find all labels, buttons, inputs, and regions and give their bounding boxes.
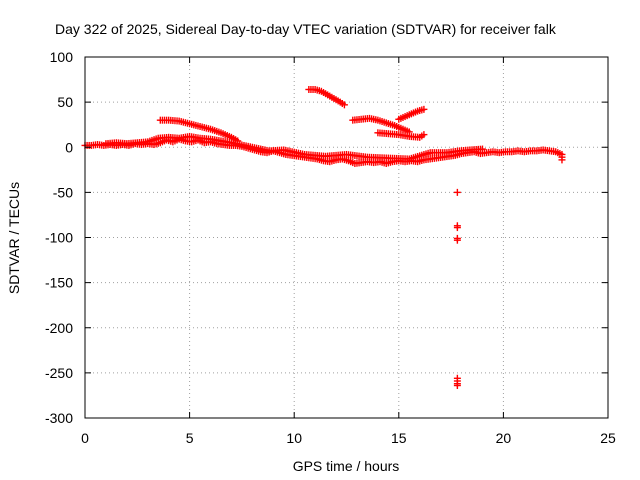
data-series bbox=[81, 85, 566, 390]
data-point bbox=[558, 156, 566, 164]
data-point bbox=[453, 382, 461, 390]
y-tick-label: 100 bbox=[50, 49, 74, 65]
data-point bbox=[453, 224, 461, 232]
data-point bbox=[478, 145, 486, 153]
y-tick-label: -200 bbox=[45, 320, 73, 336]
data-point bbox=[453, 188, 461, 196]
x-tick-label: 5 bbox=[186, 430, 194, 446]
y-tick-label: -150 bbox=[45, 275, 73, 291]
x-tick-label: 0 bbox=[81, 430, 89, 446]
y-tick-label: 0 bbox=[65, 139, 73, 155]
x-tick-label: 25 bbox=[600, 430, 616, 446]
data-point bbox=[420, 105, 428, 113]
series-outliers bbox=[453, 188, 461, 390]
data-point bbox=[340, 101, 348, 109]
x-axis-label: GPS time / hours bbox=[293, 458, 400, 474]
x-tick-label: 20 bbox=[496, 430, 512, 446]
data-point bbox=[234, 137, 242, 145]
data-point bbox=[420, 131, 428, 139]
y-tick-label: 50 bbox=[57, 94, 73, 110]
y-tick-label: -50 bbox=[53, 184, 73, 200]
series-upper-band bbox=[102, 132, 486, 163]
chart-title: Day 322 of 2025, Sidereal Day-to-day VTE… bbox=[55, 21, 557, 37]
x-tick-label: 15 bbox=[391, 430, 407, 446]
series-arc-midday bbox=[305, 85, 348, 109]
data-point bbox=[453, 236, 461, 244]
series-arc-afternoon bbox=[349, 114, 413, 136]
series-arc-early bbox=[156, 116, 242, 145]
y-tick-label: -300 bbox=[45, 410, 73, 426]
series-arc-late bbox=[374, 129, 428, 141]
x-tick-label: 10 bbox=[286, 430, 302, 446]
axis-ticks: 100 50 0 -50 -100 -150 -200 -250 -300 0 5 10 15 20 25 bbox=[45, 49, 616, 446]
series-rising-segment bbox=[395, 105, 428, 123]
y-tick-label: -250 bbox=[45, 365, 73, 381]
y-axis-label: SDTVAR / TECUs bbox=[6, 182, 22, 294]
grid bbox=[85, 57, 608, 418]
y-tick-label: -100 bbox=[45, 230, 73, 246]
